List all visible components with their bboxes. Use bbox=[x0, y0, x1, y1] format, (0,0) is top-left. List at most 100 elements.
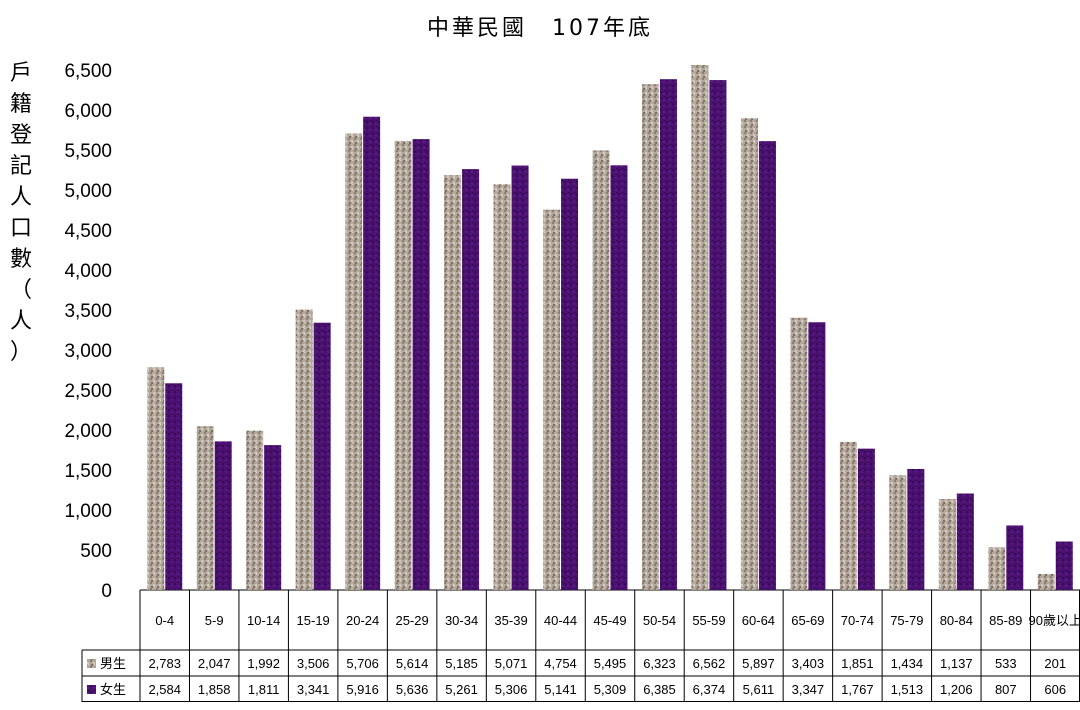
bar-male bbox=[740, 118, 758, 591]
x-tick-label: 40-44 bbox=[544, 613, 577, 628]
data-label: 5,495 bbox=[594, 656, 627, 671]
bar-female bbox=[412, 139, 430, 590]
x-tick-label: 15-19 bbox=[297, 613, 330, 628]
data-label: 5,071 bbox=[495, 656, 528, 671]
x-tick-label: 0-4 bbox=[155, 613, 174, 628]
data-label: 1,992 bbox=[247, 656, 280, 671]
data-label: 3,506 bbox=[297, 656, 330, 671]
bar-male bbox=[988, 547, 1006, 590]
data-label: 4,754 bbox=[544, 656, 577, 671]
data-label: 2,783 bbox=[148, 656, 181, 671]
x-tick-label: 90歲以上 bbox=[1029, 613, 1080, 628]
data-label: 3,341 bbox=[297, 682, 330, 697]
x-tick-label: 45-49 bbox=[593, 613, 626, 628]
bar-male bbox=[592, 150, 610, 590]
data-label: 6,374 bbox=[693, 682, 726, 697]
legend-label-female: 女生 bbox=[100, 682, 126, 698]
bar-male bbox=[345, 133, 363, 590]
bar-female bbox=[561, 178, 579, 590]
bar-male bbox=[839, 441, 857, 590]
y-tick-label: 1,000 bbox=[64, 501, 112, 522]
legend-label-male: 男生 bbox=[100, 657, 126, 672]
data-label: 5,636 bbox=[396, 682, 429, 697]
data-label: 201 bbox=[1044, 656, 1066, 671]
y-axis-label-char: 人 bbox=[9, 309, 32, 334]
bar-male bbox=[543, 209, 561, 590]
y-tick-label: 1,500 bbox=[64, 461, 112, 482]
y-tick-label: 6,000 bbox=[64, 101, 112, 122]
bar-male bbox=[147, 367, 165, 590]
y-axis-label-char: 人 bbox=[9, 185, 32, 210]
data-label: 1,858 bbox=[198, 682, 231, 697]
data-label: 1,137 bbox=[940, 656, 973, 671]
data-label: 5,185 bbox=[445, 656, 478, 671]
y-tick-label: 500 bbox=[80, 541, 112, 562]
bar-female bbox=[610, 165, 628, 590]
y-tick-label: 4,000 bbox=[64, 261, 112, 282]
x-tick-label: 55-59 bbox=[692, 613, 725, 628]
bar-female bbox=[659, 79, 677, 590]
x-tick-label: 20-24 bbox=[346, 613, 379, 628]
data-label: 6,323 bbox=[643, 656, 676, 671]
bar-female bbox=[462, 169, 480, 590]
bar-female bbox=[511, 165, 529, 590]
x-tick-label: 85-89 bbox=[989, 613, 1022, 628]
bar-male bbox=[246, 430, 264, 590]
x-tick-label: 10-14 bbox=[247, 613, 280, 628]
y-tick-label: 3,000 bbox=[64, 341, 112, 362]
bar-male bbox=[889, 475, 907, 590]
y-axis-label: 戶籍登記人口數（人） bbox=[6, 58, 36, 368]
data-label: 5,306 bbox=[495, 682, 528, 697]
x-tick-label: 70-74 bbox=[841, 613, 874, 628]
x-tick-label: 50-54 bbox=[643, 613, 676, 628]
data-label: 2,047 bbox=[198, 656, 231, 671]
data-label: 6,562 bbox=[693, 656, 726, 671]
bar-male bbox=[938, 499, 956, 590]
x-tick-label: 60-64 bbox=[742, 613, 775, 628]
x-tick-label: 25-29 bbox=[395, 613, 428, 628]
bar-male bbox=[641, 84, 659, 590]
bar-female bbox=[1006, 525, 1024, 590]
y-axis-label-char: 數 bbox=[9, 247, 32, 272]
bar-male bbox=[295, 309, 313, 590]
y-axis-label-char: 登 bbox=[9, 123, 32, 148]
bar-female bbox=[709, 80, 727, 590]
bar-female bbox=[907, 468, 925, 590]
y-axis-label-char: 戶 bbox=[9, 61, 32, 86]
data-label: 6,385 bbox=[643, 682, 676, 697]
y-tick-label: 2,000 bbox=[64, 421, 112, 442]
bar-female bbox=[1055, 541, 1073, 590]
y-tick-label: 3,500 bbox=[64, 301, 112, 322]
data-label: 3,347 bbox=[792, 682, 825, 697]
data-label: 5,614 bbox=[396, 656, 429, 671]
legend-swatch-female bbox=[87, 685, 96, 694]
x-tick-label: 30-34 bbox=[445, 613, 478, 628]
data-label: 1,767 bbox=[841, 682, 874, 697]
bar-male bbox=[444, 175, 462, 590]
data-label: 1,434 bbox=[891, 656, 924, 671]
data-label: 3,403 bbox=[792, 656, 825, 671]
data-label: 1,513 bbox=[891, 682, 924, 697]
bar-female bbox=[956, 493, 974, 590]
bar-male bbox=[1037, 573, 1055, 590]
bar-female bbox=[313, 322, 331, 590]
bar-female bbox=[264, 445, 282, 590]
data-label: 1,206 bbox=[940, 682, 973, 697]
legend-swatch-male bbox=[87, 659, 96, 668]
bar-male bbox=[493, 184, 511, 590]
y-tick-label: 4,500 bbox=[64, 221, 112, 242]
data-label: 5,706 bbox=[346, 656, 379, 671]
y-tick-label: 5,000 bbox=[64, 181, 112, 202]
x-tick-label: 80-84 bbox=[940, 613, 973, 628]
bar-female bbox=[857, 448, 875, 590]
bar-female bbox=[808, 322, 826, 590]
bar-female bbox=[165, 383, 183, 590]
data-label: 5,916 bbox=[346, 682, 379, 697]
data-label: 2,584 bbox=[148, 682, 181, 697]
data-label: 1,811 bbox=[248, 682, 280, 697]
bar-female bbox=[758, 141, 776, 590]
bar-male bbox=[196, 426, 214, 590]
data-label: 533 bbox=[995, 656, 1017, 671]
data-label: 5,141 bbox=[544, 682, 577, 697]
